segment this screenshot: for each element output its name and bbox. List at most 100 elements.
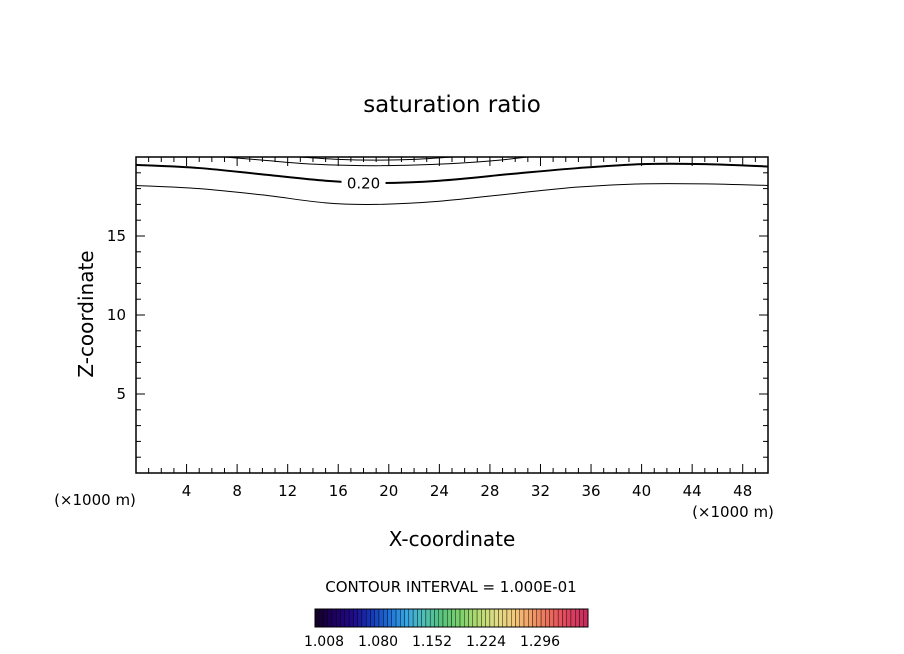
x-tick-label: 8: [232, 482, 242, 500]
contour-label-bg: [341, 173, 386, 191]
x-tick-label: 32: [531, 482, 550, 500]
colorbar-swatch: [549, 608, 555, 628]
colorbar-swatch: [442, 608, 448, 628]
colorbar-tick-label: 1.008: [304, 634, 344, 650]
colorbar-swatch: [353, 608, 358, 628]
colorbar-swatch: [562, 608, 567, 628]
y-axis-label: Z-coordinate: [74, 250, 98, 377]
colorbar-swatch: [545, 608, 550, 628]
x-tick-label: 48: [733, 482, 752, 500]
x-tick-label: 44: [683, 482, 702, 500]
colorbar-swatch: [481, 608, 486, 628]
colorbar-swatch: [540, 608, 546, 628]
colorbar-swatch: [400, 608, 405, 628]
colorbar-swatch: [327, 608, 333, 628]
y-tick-label: 15: [107, 227, 126, 245]
colorbar-tick-label: 1.296: [520, 634, 560, 650]
colorbar-swatch: [515, 608, 520, 628]
x-tick-label: 28: [480, 482, 499, 500]
colorbar-swatch: [579, 608, 584, 628]
x-axis-ticks: 4 8 12 16 20 24 28 32 36 40 44 48: [135, 157, 769, 500]
colorbar-frame: [314, 608, 589, 628]
colorbar-swatch: [472, 608, 478, 628]
y-tick-label: 5: [116, 385, 126, 403]
colorbar-swatch: [468, 608, 474, 628]
colorbar-swatch: [319, 608, 324, 628]
colorbar-swatch: [391, 608, 397, 628]
colorbar-swatch: [489, 608, 495, 628]
colorbar-swatch: [583, 608, 589, 628]
y-tick-label: 10: [107, 306, 126, 324]
colorbar-tick-label: 1.080: [358, 634, 398, 650]
colorbar-swatch: [404, 608, 410, 628]
colorbar-swatch: [536, 608, 542, 628]
colorbar-swatch: [378, 608, 384, 628]
colorbar-swatch: [447, 608, 452, 628]
colorbar-swatch: [395, 608, 401, 628]
colorbar-tick-labels: 1.008 1.080 1.152 1.224 1.296: [304, 634, 560, 650]
x-axis-label: X-coordinate: [389, 527, 516, 551]
colorbar-swatch: [374, 608, 380, 628]
colorbar-swatch: [464, 608, 469, 628]
colorbar-swatch: [476, 608, 482, 628]
colorbar-swatch: [506, 608, 512, 628]
colorbar-swatch: [434, 608, 439, 628]
x-tick-label: 36: [581, 482, 600, 500]
colorbar-swatch: [336, 608, 341, 628]
colorbar-swatch: [408, 608, 414, 628]
x-unit-right: (×1000 m): [692, 503, 774, 521]
contour-lines: 0.20: [136, 157, 768, 205]
colorbar-swatch: [528, 608, 533, 628]
colorbar-swatch: [502, 608, 508, 628]
chart-title: saturation ratio: [363, 92, 541, 118]
contour-interval-text: CONTOUR INTERVAL = 1.000E-01: [325, 578, 576, 596]
colorbar-swatch: [519, 608, 525, 628]
colorbar-swatch: [361, 608, 367, 628]
colorbar-swatch: [314, 608, 320, 628]
colorbar-swatch: [459, 608, 465, 628]
colorbar-swatch: [340, 608, 346, 628]
colorbar-tick-label: 1.224: [466, 634, 506, 650]
contour-label: 0.20: [347, 174, 380, 192]
colorbar-swatch: [387, 608, 392, 628]
colorbar-swatch: [357, 608, 363, 628]
colorbar-swatch: [511, 608, 516, 628]
x-unit-left: (×1000 m): [54, 491, 136, 509]
x-tick-label: 24: [430, 482, 449, 500]
colorbar-swatch: [331, 608, 337, 628]
colorbar-swatch: [348, 608, 354, 628]
colorbar-swatch: [532, 608, 538, 628]
colorbar-swatch: [417, 608, 422, 628]
colorbar-swatch: [344, 608, 350, 628]
colorbar-swatch: [383, 608, 388, 628]
x-tick-label: 4: [182, 482, 192, 500]
plot-frame: [135, 156, 769, 474]
colorbar-swatch: [455, 608, 461, 628]
colorbar: [314, 608, 589, 628]
colorbar-swatch: [438, 608, 444, 628]
colorbar-swatch: [429, 608, 435, 628]
colorbar-swatch: [553, 608, 559, 628]
x-tick-label: 16: [329, 482, 348, 500]
y-axis-ticks: 5 10 15: [107, 156, 768, 474]
colorbar-swatch: [451, 608, 456, 628]
colorbar-tick-label: 1.152: [412, 634, 452, 650]
x-tick-label: 12: [278, 482, 297, 500]
colorbar-swatch: [498, 608, 503, 628]
colorbar-swatch: [575, 608, 580, 628]
colorbar-swatch: [557, 608, 563, 628]
colorbar-swatch: [421, 608, 427, 628]
x-tick-label: 20: [379, 482, 398, 500]
colorbar-swatch: [412, 608, 418, 628]
colorbar-swatch: [370, 608, 375, 628]
colorbar-swatch: [323, 608, 328, 628]
colorbar-swatch: [485, 608, 491, 628]
colorbar-swatch: [493, 608, 499, 628]
colorbar-swatch: [523, 608, 529, 628]
colorbar-swatch: [570, 608, 576, 628]
x-tick-label: 40: [632, 482, 651, 500]
colorbar-swatch: [425, 608, 431, 628]
colorbar-swatch: [566, 608, 572, 628]
contour-line: [136, 183, 768, 205]
